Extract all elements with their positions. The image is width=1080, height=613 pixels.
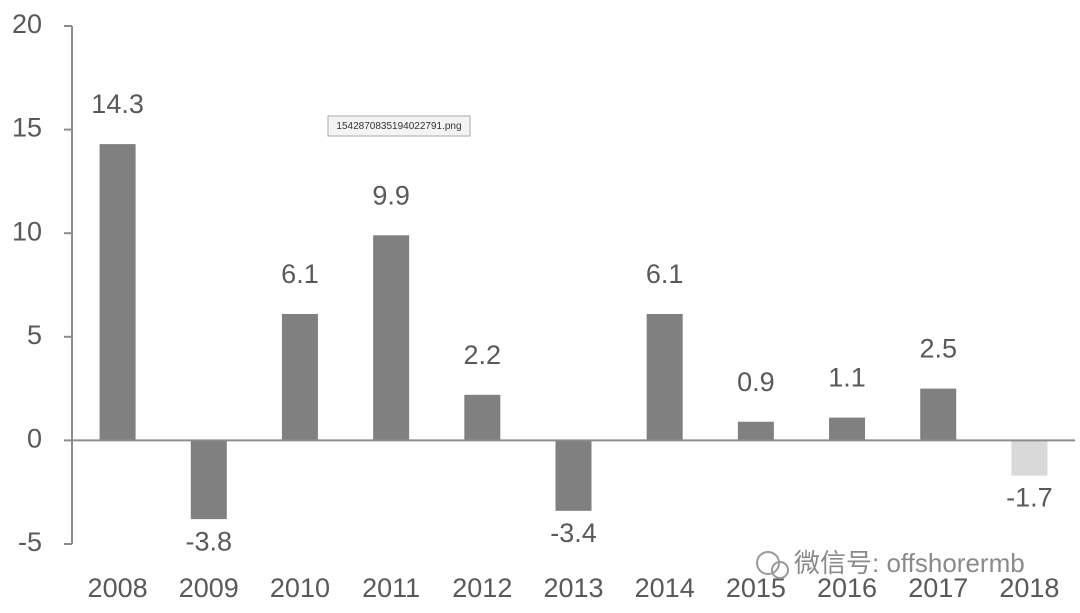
x-tick-label: 2015 xyxy=(726,573,786,603)
x-tick-label: 2009 xyxy=(179,573,239,603)
y-tick-label: 15 xyxy=(12,113,42,143)
tooltip-box xyxy=(327,115,471,137)
value-label: 14.3 xyxy=(91,89,144,119)
bar xyxy=(464,394,501,441)
x-tick-label: 2012 xyxy=(452,573,512,603)
x-tick-label: 2016 xyxy=(817,573,877,603)
x-tick-label: 2014 xyxy=(635,573,695,603)
x-tick-label: 2008 xyxy=(88,573,148,603)
bar xyxy=(646,314,683,441)
value-label: 1.1 xyxy=(828,363,866,393)
watermark-icon xyxy=(771,561,789,579)
x-tick-label: 2013 xyxy=(543,573,603,603)
tooltip: 1542870835194022791.png xyxy=(327,115,471,137)
y-tick-label: -5 xyxy=(18,527,42,557)
x-tick-label: 2018 xyxy=(999,573,1059,603)
value-label: -1.7 xyxy=(1006,483,1053,513)
bar xyxy=(920,388,957,441)
bar xyxy=(829,417,866,441)
value-label: 0.9 xyxy=(737,367,775,397)
bar xyxy=(373,235,410,441)
watermark: 微信号: offshorermb xyxy=(756,548,1025,579)
value-label: 2.5 xyxy=(919,334,957,364)
watermark-text: 微信号: offshorermb xyxy=(794,548,1025,578)
y-tick-label: 10 xyxy=(12,216,42,246)
x-tick-label: 2017 xyxy=(908,573,968,603)
bar xyxy=(190,440,227,520)
bar xyxy=(281,314,318,441)
y-tick-label: 20 xyxy=(12,9,42,39)
bar xyxy=(737,421,774,441)
x-tick-label: 2010 xyxy=(270,573,330,603)
bar xyxy=(555,440,592,511)
value-label: 9.9 xyxy=(372,180,410,210)
bar xyxy=(99,144,136,441)
y-tick-label: 5 xyxy=(27,320,42,350)
y-tick-label: 0 xyxy=(27,424,42,454)
value-label: -3.4 xyxy=(550,518,597,548)
value-label: 6.1 xyxy=(646,259,684,289)
bar xyxy=(1011,440,1048,476)
value-label: -3.8 xyxy=(186,526,233,556)
x-tick-label: 2011 xyxy=(362,573,420,603)
tooltip-text: 1542870835194022791.png xyxy=(336,121,461,132)
value-label: 2.2 xyxy=(464,340,502,370)
value-label: 6.1 xyxy=(281,259,319,289)
